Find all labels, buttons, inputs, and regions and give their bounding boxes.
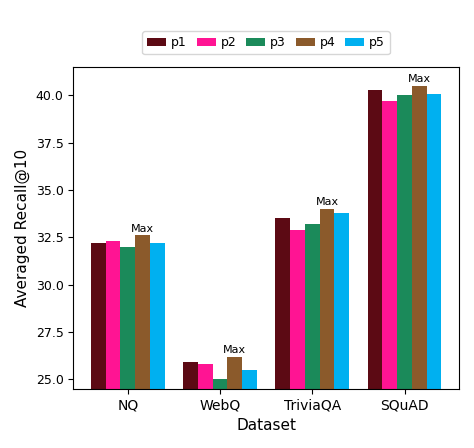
Text: Max: Max: [223, 345, 246, 355]
Bar: [242, 370, 257, 389]
Bar: [228, 357, 242, 389]
Bar: [368, 90, 383, 389]
Bar: [427, 94, 441, 389]
Bar: [135, 236, 150, 389]
Text: Max: Max: [408, 74, 431, 84]
Bar: [183, 362, 198, 389]
Bar: [319, 209, 335, 389]
Bar: [150, 243, 164, 389]
X-axis label: Dataset: Dataset: [236, 418, 296, 433]
Bar: [412, 86, 427, 389]
Bar: [91, 243, 106, 389]
Bar: [106, 241, 120, 389]
Bar: [198, 364, 213, 389]
Bar: [383, 101, 397, 389]
Legend: p1, p2, p3, p4, p5: p1, p2, p3, p4, p5: [142, 31, 390, 55]
Bar: [290, 230, 305, 389]
Bar: [213, 379, 228, 389]
Bar: [397, 95, 412, 389]
Text: Max: Max: [131, 224, 154, 234]
Bar: [305, 224, 319, 389]
Bar: [275, 219, 290, 389]
Y-axis label: Averaged Recall@10: Averaged Recall@10: [15, 149, 30, 307]
Text: Max: Max: [316, 198, 338, 207]
Bar: [335, 213, 349, 389]
Bar: [120, 247, 135, 389]
